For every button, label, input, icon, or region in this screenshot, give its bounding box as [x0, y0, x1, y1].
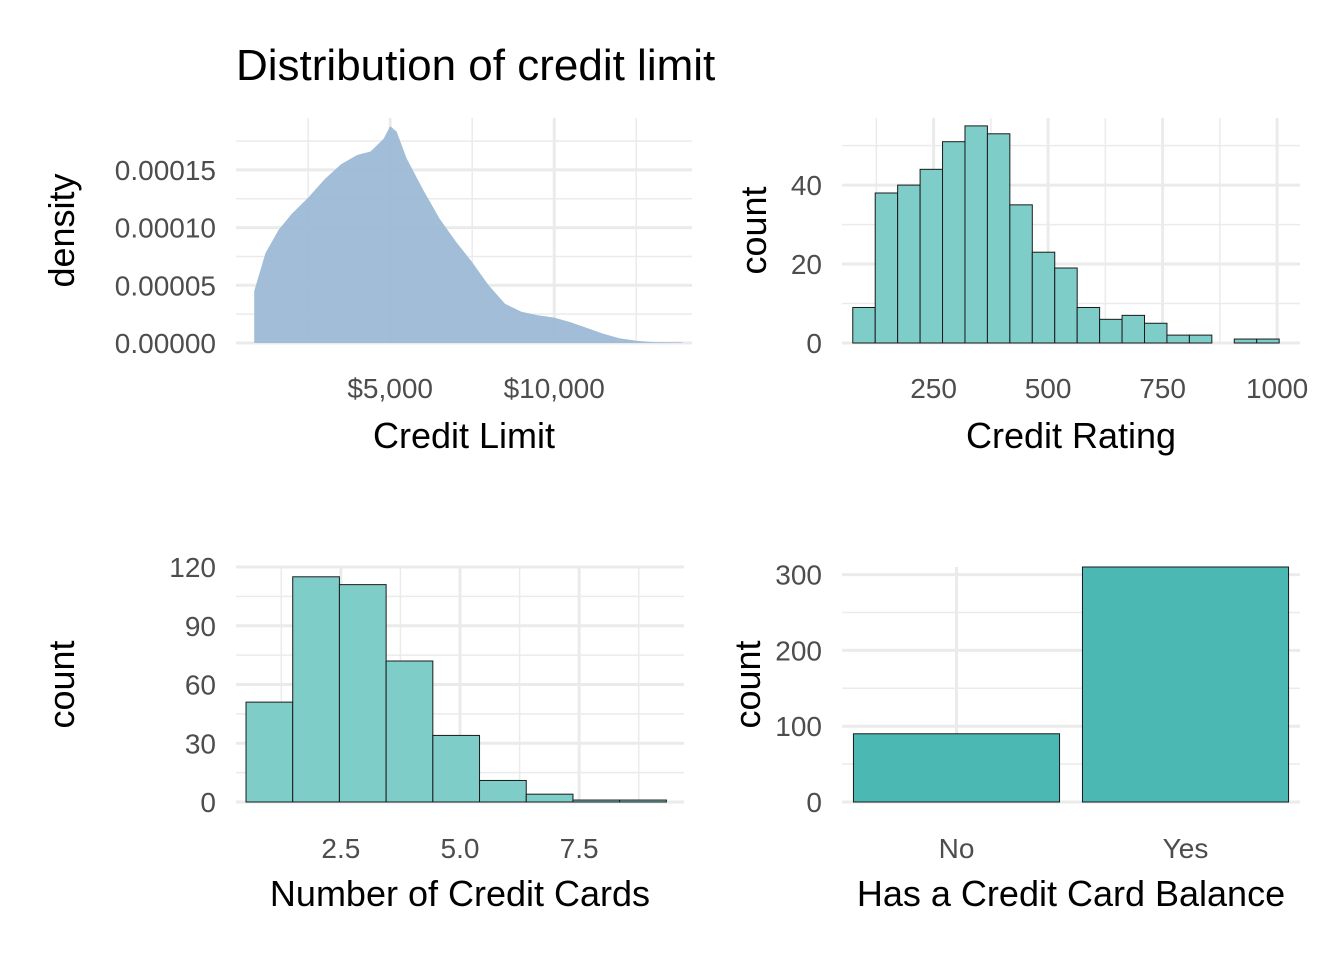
- x-tick-label: 5.0: [441, 833, 480, 864]
- histogram-bar: [1166, 334, 1190, 344]
- y-axis-title: count: [727, 640, 768, 728]
- x-tick-label: 500: [1025, 373, 1072, 404]
- y-tick-label: 60: [185, 670, 216, 701]
- histogram-bar: [942, 141, 966, 344]
- y-tick-label: 0.00005: [115, 270, 216, 301]
- y-tick-label: 300: [775, 560, 822, 591]
- y-tick-label: 30: [185, 728, 216, 759]
- y-tick-label: 0.00010: [115, 213, 216, 244]
- y-tick-label: 0.00015: [115, 155, 216, 186]
- histogram-bar: [525, 793, 574, 803]
- y-tick-label: 0.00000: [115, 328, 216, 359]
- y-axis-title: count: [41, 640, 82, 728]
- density-area: [254, 126, 683, 343]
- x-axis-title: Credit Limit: [373, 415, 555, 456]
- histogram-bar: [245, 701, 294, 803]
- chart-title: Distribution of credit limit: [236, 41, 715, 90]
- histogram-bar: [1076, 306, 1101, 344]
- x-tick-label: 1000: [1246, 373, 1308, 404]
- y-tick-label: 200: [775, 635, 822, 666]
- y-axis-title: count: [733, 186, 774, 274]
- x-tick-label: 7.5: [560, 833, 599, 864]
- histogram-bar: [1009, 204, 1033, 344]
- y-tick-label: 120: [169, 552, 216, 583]
- category-bar: [852, 733, 1061, 803]
- histogram-bar: [986, 133, 1011, 344]
- y-tick-label: 20: [791, 249, 822, 280]
- y-tick-label: 0: [806, 787, 822, 818]
- x-tick-label: $10,000: [504, 373, 605, 404]
- x-tick-label: Yes: [1163, 833, 1209, 864]
- x-tick-label: 250: [910, 373, 957, 404]
- y-tick-label: 0: [806, 328, 822, 359]
- y-tick-label: 0: [200, 787, 216, 818]
- histogram-bar: [1233, 338, 1258, 344]
- histogram-bar: [1121, 314, 1146, 344]
- y-tick-label: 90: [185, 611, 216, 642]
- histogram-bar: [479, 779, 527, 803]
- x-axis-title: Number of Credit Cards: [270, 873, 650, 914]
- y-axis-title: density: [41, 173, 82, 287]
- credit-limit-density-panel: 0.00000 0.00005 0.00010 0.00015 density $5,00…: [41, 118, 692, 456]
- histogram-bar: [874, 192, 899, 344]
- histogram-bar: [852, 306, 876, 344]
- credit-rating-histogram-panel: 0 20 40 count 250 500 750 1000 Credit Rating: [733, 118, 1308, 456]
- histogram-bar: [432, 734, 481, 803]
- histogram-bar: [338, 584, 387, 803]
- histogram-bar: [1144, 322, 1168, 344]
- histogram-bar: [1031, 251, 1056, 344]
- histogram-bar: [292, 576, 340, 803]
- credit-cards-histogram-panel: 0 30 60 90 120 count 2.5 5.0 7.5 Number of Credit…: [41, 552, 684, 914]
- histogram-bar: [619, 799, 667, 803]
- histogram-bar: [1054, 267, 1078, 344]
- x-tick-label: 750: [1139, 373, 1186, 404]
- y-tick-label: 100: [775, 711, 822, 742]
- x-tick-label: $5,000: [347, 373, 433, 404]
- x-tick-label: 2.5: [321, 833, 360, 864]
- x-axis-title: Credit Rating: [966, 415, 1176, 456]
- histogram-bar: [1256, 338, 1280, 344]
- histogram-bar: [919, 168, 944, 344]
- category-bar: [1081, 566, 1290, 803]
- histogram-bar: [1188, 334, 1213, 344]
- histogram-bar: [964, 125, 988, 344]
- histogram-bar: [385, 660, 434, 803]
- balance-bar-panel: 0 100 200 300 count No Yes Has a Credit Card Ba…: [727, 560, 1300, 914]
- x-tick-label: No: [939, 833, 975, 864]
- x-axis-title: Has a Credit Card Balance: [857, 873, 1285, 914]
- histogram-bar: [1099, 318, 1123, 344]
- histogram-bar: [572, 799, 621, 803]
- histogram-bar: [897, 184, 921, 344]
- y-tick-label: 40: [791, 170, 822, 201]
